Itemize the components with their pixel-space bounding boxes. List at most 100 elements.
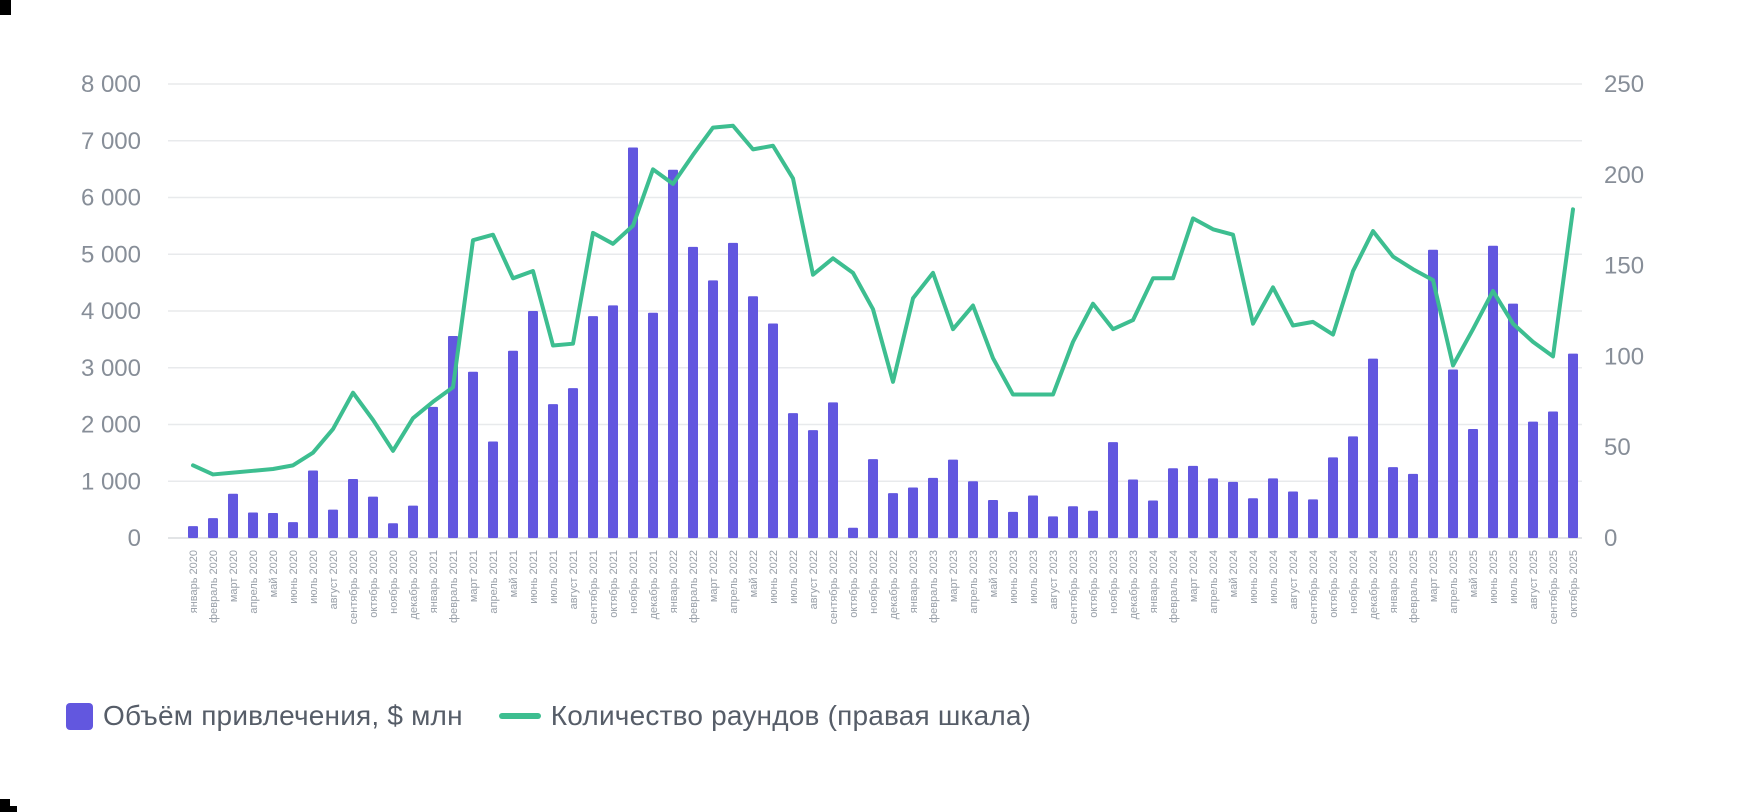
month-tick-label: май 2022 — [748, 550, 760, 597]
volume-bar — [648, 312, 658, 538]
volume-bar — [768, 323, 778, 538]
month-tick-label: январь 2022 — [668, 550, 680, 613]
volume-bar — [888, 493, 898, 538]
volume-bar — [1568, 353, 1578, 538]
left-axis-tick-label: 4 000 — [81, 298, 141, 325]
month-tick-label: март 2021 — [468, 550, 480, 602]
volume-bar — [408, 505, 418, 538]
month-tick-label: август 2023 — [1048, 550, 1060, 609]
volume-series-swatch — [66, 702, 93, 730]
month-tick-label: февраль 2021 — [448, 550, 460, 623]
month-tick-label: ноябрь 2024 — [1348, 550, 1360, 614]
crop-mark-bottom-left-2 — [0, 806, 17, 812]
month-tick-label: июнь 2023 — [1008, 550, 1020, 604]
volume-bar — [968, 481, 978, 538]
month-tick-label: ноябрь 2021 — [628, 550, 640, 614]
month-tick-label: август 2024 — [1288, 550, 1300, 609]
month-tick-label: февраль 2022 — [688, 550, 700, 623]
volume-bar — [1368, 358, 1378, 538]
volume-bar — [728, 242, 738, 538]
volume-bar — [1228, 481, 1238, 538]
month-tick-label: апрель 2021 — [488, 550, 500, 614]
left-axis-tick-label: 7 000 — [81, 128, 141, 155]
month-tick-label: май 2025 — [1468, 550, 1480, 597]
month-tick-label: февраль 2025 — [1408, 550, 1420, 623]
month-tick-label: сентябрь 2023 — [1068, 550, 1080, 624]
month-tick-label: апрель 2022 — [728, 550, 740, 614]
month-tick-label: июль 2023 — [1028, 550, 1040, 604]
month-tick-label: октябрь 2024 — [1328, 550, 1340, 618]
month-tick-label: сентябрь 2020 — [348, 550, 360, 624]
rounds-line — [191, 123, 1575, 477]
volume-bar — [1248, 498, 1258, 538]
volume-bar — [468, 371, 478, 538]
volume-bar — [1128, 479, 1138, 538]
month-tick-label: апрель 2025 — [1448, 550, 1460, 614]
month-tick-label: май 2020 — [268, 550, 280, 597]
month-tick-label: октябрь 2025 — [1568, 550, 1580, 618]
month-tick-label: октябрь 2021 — [608, 550, 620, 618]
month-tick-label: октябрь 2023 — [1088, 550, 1100, 618]
right-axis-tick-label: 0 — [1604, 525, 1617, 552]
month-tick-label: апрель 2020 — [248, 550, 260, 614]
volume-bar — [1208, 478, 1218, 538]
volume-bar — [608, 305, 618, 538]
crop-mark-bottom-left-1 — [0, 799, 10, 812]
left-axis-tick-label: 6 000 — [81, 185, 141, 212]
volume-bar — [188, 526, 198, 538]
volume-bar — [1428, 249, 1438, 538]
volume-bar — [1188, 465, 1198, 538]
volume-bar — [1268, 478, 1278, 538]
month-tick-label: май 2023 — [988, 550, 1000, 597]
volume-bar — [688, 246, 698, 538]
chart-legend: Объём привлечения, $ млн Количество раун… — [66, 700, 1031, 732]
month-tick-label: январь 2021 — [428, 550, 440, 613]
volume-bar — [988, 499, 998, 538]
month-tick-label: июнь 2024 — [1248, 550, 1260, 604]
month-tick-label: декабрь 2021 — [648, 550, 660, 619]
month-tick-label: март 2024 — [1188, 550, 1200, 602]
volume-bar — [568, 388, 578, 538]
month-tick-label: август 2021 — [568, 550, 580, 609]
volume-bar — [668, 169, 678, 538]
month-tick-label: март 2025 — [1428, 550, 1440, 602]
left-axis-tick-label: 5 000 — [81, 241, 141, 268]
right-axis-tick-label: 250 — [1604, 71, 1644, 98]
month-tick-label: декабрь 2022 — [888, 550, 900, 619]
left-axis-tick-label: 2 000 — [81, 412, 141, 439]
month-tick-label: январь 2024 — [1148, 550, 1160, 613]
left-axis-tick-label: 0 — [128, 525, 141, 552]
month-tick-label: сентябрь 2024 — [1308, 550, 1320, 624]
volume-bar — [328, 509, 338, 538]
month-tick-label: сентябрь 2021 — [588, 550, 600, 624]
month-tick-label: сентябрь 2025 — [1548, 550, 1560, 624]
month-tick-label: июль 2025 — [1508, 550, 1520, 604]
month-tick-label: январь 2020 — [188, 550, 200, 613]
month-tick-label: август 2022 — [808, 550, 820, 609]
volume-bar — [228, 493, 238, 538]
volume-bar — [1528, 421, 1538, 538]
left-axis-tick-label: 8 000 — [81, 71, 141, 98]
month-tick-label: август 2025 — [1528, 550, 1540, 609]
month-tick-label: июнь 2022 — [768, 550, 780, 604]
volume-bar — [528, 311, 538, 538]
month-tick-label: апрель 2023 — [968, 550, 980, 614]
month-tick-label: июнь 2020 — [288, 550, 300, 604]
month-tick-label: февраль 2023 — [928, 550, 940, 623]
volume-series-label: Объём привлечения, $ млн — [103, 700, 463, 731]
month-tick-label: март 2022 — [708, 550, 720, 602]
volume-bar — [448, 335, 458, 538]
left-axis-tick-label: 3 000 — [81, 355, 141, 382]
volume-bar — [948, 459, 958, 538]
volume-bar — [1548, 411, 1558, 538]
right-axis-tick-label: 100 — [1604, 343, 1644, 370]
month-tick-label: февраль 2020 — [208, 550, 220, 623]
month-tick-label: май 2021 — [508, 550, 520, 597]
month-tick-label: август 2020 — [328, 550, 340, 609]
volume-bar — [308, 470, 318, 538]
volume-bar — [928, 477, 938, 538]
volume-bar — [1008, 511, 1018, 538]
volume-bar — [588, 316, 598, 538]
left-axis-tick-label: 1 000 — [81, 468, 141, 495]
